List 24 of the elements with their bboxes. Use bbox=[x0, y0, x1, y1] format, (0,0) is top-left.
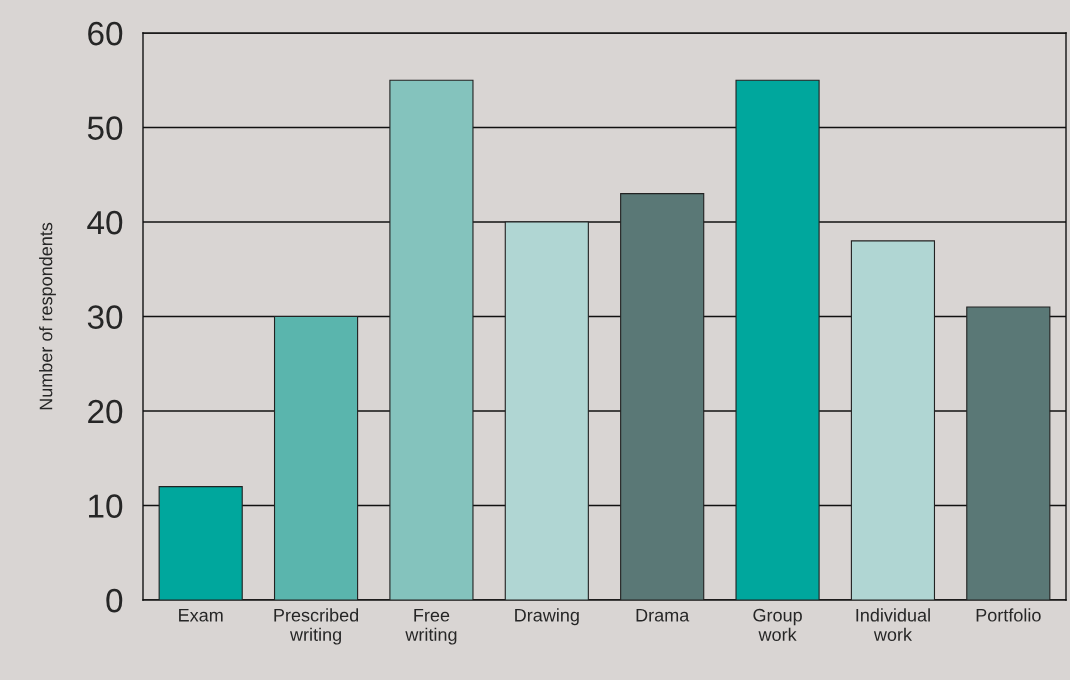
bar bbox=[158, 486, 243, 600]
bar bbox=[850, 240, 936, 600]
x-tick-label: Individual work bbox=[856, 608, 930, 642]
bar bbox=[620, 193, 705, 600]
y-tick-label: 30 bbox=[87, 305, 123, 329]
y-tick-label: 60 bbox=[88, 21, 123, 46]
y-axis-title: Number of respondents bbox=[39, 222, 56, 410]
y-tick-label: 10 bbox=[89, 494, 123, 518]
x-tick-label: Drama bbox=[636, 609, 690, 622]
y-tick-label: 20 bbox=[88, 399, 123, 424]
y-tick-label: 50 bbox=[87, 116, 123, 140]
y-tick-label: 0 bbox=[106, 588, 123, 613]
bar bbox=[504, 221, 589, 600]
bar bbox=[273, 315, 359, 600]
y-tick-label: 40 bbox=[87, 210, 123, 235]
x-tick-label: Prescribed writing bbox=[274, 608, 359, 645]
bar bbox=[966, 306, 1051, 600]
x-tick-label: Free writing bbox=[405, 609, 457, 645]
x-tick-label: Drawing bbox=[515, 608, 579, 626]
x-tick-label: Exam bbox=[179, 609, 223, 622]
x-tick-label: Portfolio bbox=[976, 608, 1041, 622]
bar bbox=[735, 79, 820, 600]
x-tick-label: Group work bbox=[753, 608, 802, 642]
bar bbox=[389, 79, 474, 600]
